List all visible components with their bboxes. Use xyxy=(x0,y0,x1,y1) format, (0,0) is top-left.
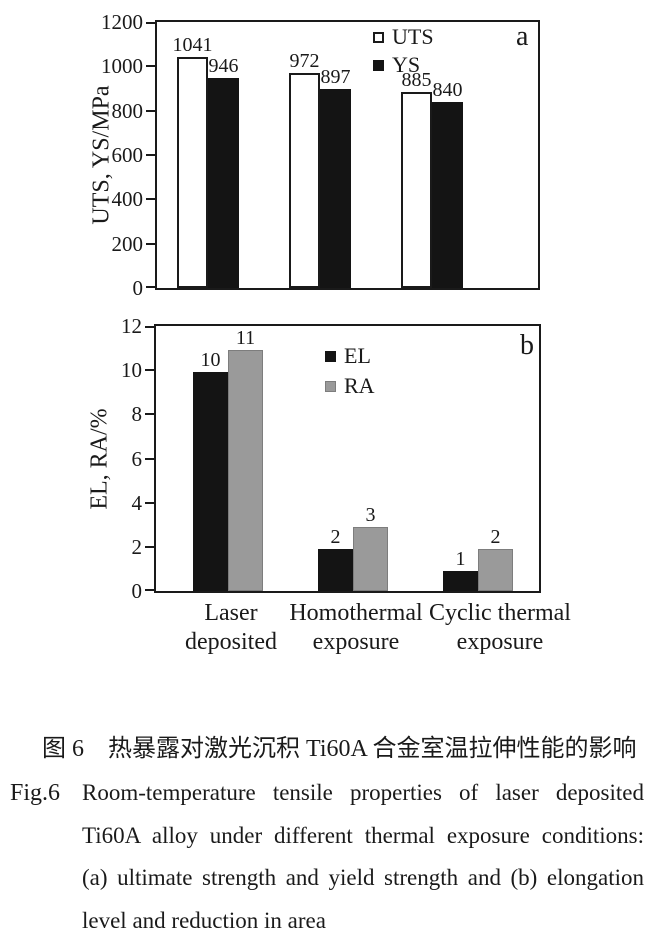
caption-english: Room-temperature tensile properties of l… xyxy=(82,772,644,936)
y-tick-mark xyxy=(146,65,155,68)
bar-ys-homothermal-exposure xyxy=(320,89,351,288)
bar-el-laser-deposited xyxy=(193,372,228,591)
y-tick-mark xyxy=(146,242,155,245)
y-tick-mark xyxy=(146,198,155,201)
bar-value-label: 2 xyxy=(490,526,501,548)
uts-swatch-icon xyxy=(373,31,384,43)
y-tick-label: 200 xyxy=(111,231,144,256)
x-category-label-line: Homothermal xyxy=(289,600,423,626)
legend-label: EL xyxy=(344,343,371,368)
bar-value-label: 1 xyxy=(455,548,466,570)
y-tick-mark xyxy=(146,109,155,112)
y-tick-mark xyxy=(145,457,154,460)
caption-line: level and reduction in area xyxy=(82,907,326,933)
bar-value-label: 2 xyxy=(330,526,341,548)
bar-ra-cyclic-thermal-exposure xyxy=(478,549,513,591)
y-axis-title: UTS, YS/MPa xyxy=(88,85,115,225)
legend-item-uts: UTS xyxy=(373,26,434,48)
y-tick-label: 6 xyxy=(131,446,143,471)
el-swatch-icon xyxy=(325,350,336,362)
bar-value-label: 11 xyxy=(235,327,256,349)
bar-el-homothermal-exposure xyxy=(318,549,353,591)
y-tick-mark xyxy=(145,369,154,372)
panel-letter-a: a xyxy=(516,21,529,52)
legend-label: YS xyxy=(392,52,421,77)
x-category-label-homothermal-exposure: Homothermal exposure xyxy=(241,599,471,657)
bar-value-label: 3 xyxy=(365,504,376,526)
bar-ra-laser-deposited xyxy=(228,350,263,591)
bar-value-label: 946 xyxy=(208,55,239,77)
bar-ys-laser-deposited xyxy=(208,78,239,288)
x-category-label-cyclic-thermal-exposure: Cyclic thermal exposure xyxy=(385,599,615,657)
ys-swatch-icon xyxy=(373,59,384,71)
y-tick-mark xyxy=(145,501,154,504)
y-tick-label: 0 xyxy=(131,579,143,603)
legend-label: RA xyxy=(344,373,375,398)
y-tick-label: 10 xyxy=(121,358,142,383)
y-tick-mark xyxy=(145,413,154,416)
y-tick-label: 4 xyxy=(131,490,143,515)
bar-value-label: 840 xyxy=(432,79,463,101)
caption-figure-number: Fig.6 xyxy=(10,780,61,806)
y-tick-label: 1200 xyxy=(101,10,143,34)
bar-el-cyclic-thermal-exposure xyxy=(443,571,478,591)
x-category-label-line: Cyclic thermal xyxy=(429,600,571,626)
bar-value-label: 885 xyxy=(401,69,432,91)
y-tick-label: 8 xyxy=(131,402,143,427)
bar-uts-homothermal-exposure xyxy=(289,73,320,288)
y-tick-label: 2 xyxy=(131,534,143,559)
y-tick-label: 800 xyxy=(111,98,144,123)
y-tick-mark xyxy=(145,326,154,328)
y-tick-mark xyxy=(146,154,155,156)
bar-ra-homothermal-exposure xyxy=(353,527,388,591)
legend-item-ys: YS xyxy=(373,54,434,76)
y-tick-mark xyxy=(145,545,154,548)
bar-value-label: 10 xyxy=(200,349,221,371)
x-category-label-line: Laser xyxy=(204,600,258,626)
y-axis-title: EL, RA/% xyxy=(86,407,113,510)
bar-value-label: 972 xyxy=(289,50,320,72)
y-tick-label: 0 xyxy=(132,276,144,300)
caption-line: Ti60A alloy under different thermal expo… xyxy=(82,822,644,848)
legend: EL RA xyxy=(325,345,375,397)
chart-panel-b: 0 2 4 6 8 10 12 EL, RA/% 10 2 1 11 3 2 EL RA b Laser depos… xyxy=(87,314,571,655)
ra-swatch-icon xyxy=(325,380,336,392)
legend-label: UTS xyxy=(392,24,434,49)
y-tick-mark xyxy=(145,589,154,591)
chart-panel-a: 0 200 400 600 800 1000 1200 UTS, YS/MPa 1041 972 8… xyxy=(89,10,540,300)
caption-line: (a) ultimate strength and yield strength… xyxy=(82,865,644,890)
caption-line: Room-temperature tensile properties of l… xyxy=(82,780,644,805)
y-tick-label: 600 xyxy=(111,143,144,167)
x-category-label-line: deposited xyxy=(185,629,277,655)
legend-item-el: EL xyxy=(325,345,375,367)
legend: UTS YS xyxy=(373,26,434,76)
panel-letter-b: b xyxy=(520,330,534,361)
y-tick-label: 12 xyxy=(121,314,142,338)
x-category-label-line: exposure xyxy=(456,629,544,655)
bar-ys-cyclic-thermal-exposure xyxy=(432,102,463,288)
caption-chinese: 图 6 热暴露对激光沉积 Ti60A 合金室温拉伸性能的影响 xyxy=(42,736,637,762)
bar-value-label: 897 xyxy=(320,66,351,88)
y-tick-label: 400 xyxy=(111,187,144,212)
legend-item-ra: RA xyxy=(325,375,375,397)
y-tick-mark xyxy=(146,286,155,288)
bar-uts-laser-deposited xyxy=(177,57,208,288)
y-tick-label: 1000 xyxy=(101,54,143,79)
y-tick-mark xyxy=(146,22,155,24)
bar-uts-cyclic-thermal-exposure xyxy=(401,92,432,288)
bar-value-label: 1041 xyxy=(172,34,213,56)
x-category-label-laser-deposited: Laser deposited xyxy=(116,599,346,657)
x-category-label-line: exposure xyxy=(312,629,400,655)
